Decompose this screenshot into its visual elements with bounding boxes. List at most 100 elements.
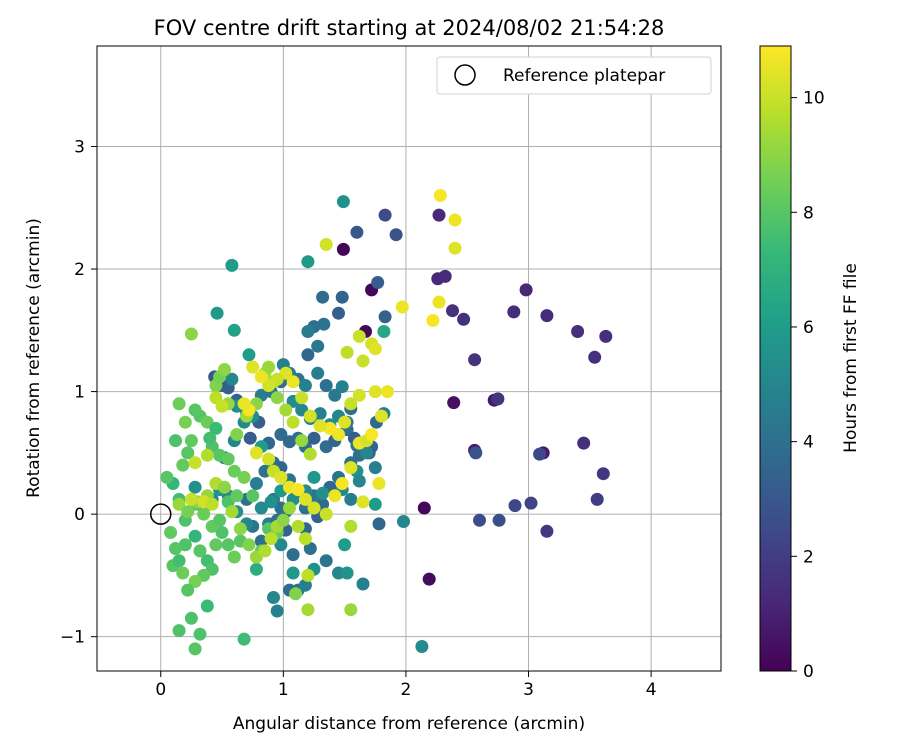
data-point [328, 388, 342, 402]
data-point [181, 583, 195, 597]
data-point [319, 238, 333, 251]
data-point [169, 434, 182, 448]
data-point [473, 513, 486, 527]
data-point [338, 415, 352, 429]
data-point [468, 353, 482, 367]
data-point [378, 310, 392, 324]
data-point [533, 447, 547, 461]
data-point [279, 403, 293, 417]
data-point [344, 492, 358, 506]
data-point [352, 329, 366, 343]
x-tick-label: 3 [523, 680, 534, 700]
data-point [221, 538, 235, 552]
data-point [448, 241, 462, 255]
y-tick-label: 1 [74, 383, 85, 403]
data-point [378, 208, 392, 222]
colorbar-tick-label: 10 [803, 89, 825, 109]
data-point [242, 348, 256, 362]
data-point [262, 360, 276, 374]
data-point [426, 314, 440, 327]
data-point [188, 480, 202, 494]
colorbar [759, 45, 792, 672]
data-point [225, 505, 239, 519]
data-point [184, 327, 198, 341]
y-tick-label: 0 [74, 505, 85, 525]
data-point [291, 483, 305, 497]
data-point [356, 495, 370, 509]
data-point [200, 599, 214, 613]
data-point [193, 544, 207, 558]
data-point [184, 611, 198, 625]
data-point [230, 428, 244, 441]
data-point [274, 428, 288, 441]
data-point [433, 189, 447, 202]
data-point [276, 513, 290, 527]
legend-label: Reference platepar [503, 66, 665, 86]
data-point [254, 370, 268, 384]
y-tick-label: 2 [74, 260, 85, 280]
data-point [178, 415, 192, 429]
data-point [270, 604, 284, 618]
data-point [264, 532, 278, 546]
data-point [319, 379, 333, 392]
data-point [417, 501, 431, 515]
data-point [335, 477, 349, 490]
data-point [457, 312, 471, 326]
data-point [319, 554, 333, 568]
data-point [225, 372, 239, 386]
data-point [432, 295, 446, 309]
data-point [215, 526, 229, 539]
data-point [372, 477, 386, 490]
data-point [448, 213, 462, 227]
data-point [254, 534, 268, 548]
data-point [311, 339, 325, 353]
data-point [237, 470, 251, 484]
data-point [197, 507, 211, 521]
data-point [319, 507, 333, 521]
data-point [286, 548, 300, 562]
data-point [301, 348, 315, 362]
data-point [221, 452, 235, 466]
data-point [227, 323, 241, 337]
data-point [307, 470, 321, 484]
colorbar-label: Hours from first FF file [841, 263, 861, 453]
data-point [184, 492, 198, 506]
data-point [397, 515, 410, 528]
data-point [213, 513, 227, 527]
data-point [295, 434, 309, 448]
data-point [249, 477, 263, 490]
data-point [193, 627, 207, 641]
data-point [571, 325, 585, 338]
data-point [218, 363, 231, 376]
colorbar-tick-label: 4 [803, 433, 814, 453]
data-point [307, 431, 321, 445]
data-point [286, 375, 300, 389]
data-point [415, 640, 429, 653]
data-point [540, 309, 554, 323]
colorbar-tick-label: 8 [803, 203, 814, 223]
x-tick-label: 1 [278, 680, 289, 700]
data-point [246, 360, 260, 374]
data-point [264, 495, 278, 509]
data-point [577, 436, 591, 450]
data-point [160, 470, 174, 484]
data-point [328, 489, 342, 503]
data-point [205, 497, 219, 511]
data-point [335, 380, 349, 394]
data-point [262, 379, 276, 392]
legend: Reference platepar [436, 56, 712, 95]
data-point [519, 283, 533, 297]
data-point [368, 342, 382, 356]
data-point [210, 306, 224, 320]
data-point [599, 329, 613, 343]
data-point [381, 385, 394, 399]
y-axis-label: Rotation from reference (arcmin) [24, 218, 44, 498]
x-tick-label: 2 [401, 680, 412, 700]
data-point [227, 550, 241, 564]
data-point [316, 290, 330, 304]
data-point [590, 492, 604, 506]
data-point [188, 456, 202, 470]
data-point [316, 486, 330, 500]
data-point [188, 642, 202, 656]
data-point [317, 317, 331, 331]
